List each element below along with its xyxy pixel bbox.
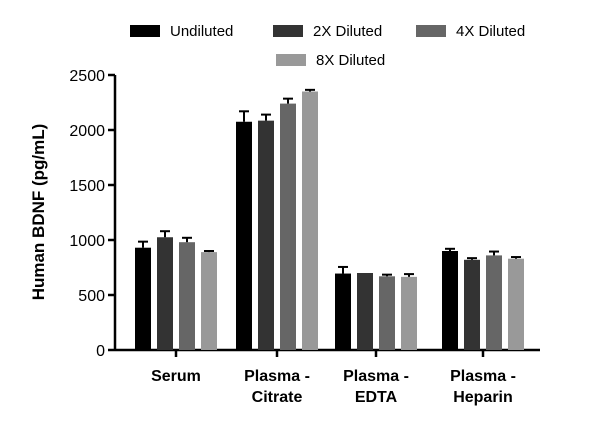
x-category-label: Plasma -EDTA bbox=[343, 368, 409, 406]
bar bbox=[357, 273, 373, 350]
bar bbox=[135, 247, 151, 350]
legend-label: Undiluted bbox=[170, 23, 233, 40]
bar bbox=[335, 273, 351, 350]
bar bbox=[201, 252, 217, 350]
y-tick-label: 2000 bbox=[69, 123, 105, 140]
y-axis: 0 500 1000 1500 2000 2500 bbox=[69, 68, 117, 360]
bar bbox=[442, 251, 458, 350]
y-tick-label: 1500 bbox=[69, 178, 105, 195]
bars bbox=[135, 88, 524, 351]
legend-label: 8X Diluted bbox=[316, 52, 385, 69]
bar bbox=[464, 259, 480, 350]
x-category-label: Plasma -Heparin bbox=[450, 368, 516, 406]
bar bbox=[302, 91, 318, 350]
bar bbox=[508, 258, 524, 350]
y-tick-label: 1000 bbox=[69, 233, 105, 250]
bar bbox=[401, 276, 417, 350]
y-tick-label: 500 bbox=[78, 288, 105, 305]
bar bbox=[179, 242, 195, 350]
x-axis: Serum Plasma -Citrate Plasma -EDTA Plasma -… bbox=[115, 348, 540, 406]
legend-swatch bbox=[416, 25, 446, 37]
x-category-label: Serum bbox=[151, 368, 201, 385]
legend-swatch bbox=[276, 54, 306, 66]
bar bbox=[379, 276, 395, 350]
bar bbox=[258, 120, 274, 351]
bar bbox=[236, 121, 252, 350]
bar bbox=[157, 237, 173, 350]
y-axis-title: Human BDNF (pg/mL) bbox=[29, 124, 48, 301]
y-tick-label: 2500 bbox=[69, 68, 105, 85]
legend-swatch bbox=[130, 25, 160, 37]
bar bbox=[486, 255, 502, 350]
legend: Undiluted 2X Diluted 4X Diluted 8X Diluted bbox=[130, 23, 525, 69]
legend-swatch bbox=[273, 25, 303, 37]
y-tick-label: 0 bbox=[96, 343, 105, 360]
bar bbox=[280, 103, 296, 350]
legend-label: 2X Diluted bbox=[313, 23, 382, 40]
x-category-label: Plasma -Citrate bbox=[244, 368, 310, 406]
legend-label: 4X Diluted bbox=[456, 23, 525, 40]
